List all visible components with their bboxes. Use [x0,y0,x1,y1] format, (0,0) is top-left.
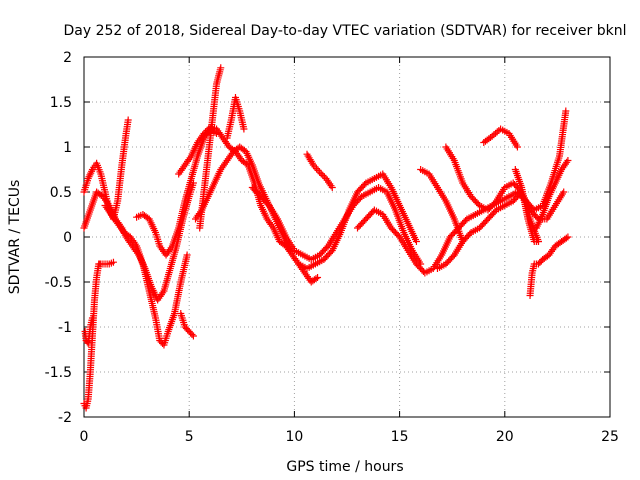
data-point [564,157,572,164]
data-point [316,168,324,176]
series-sat-m [303,150,336,191]
data-point [412,238,420,245]
data-point [513,143,521,151]
x-tick-label: 20 [496,429,514,445]
series-sat-g [177,310,197,340]
data-point [462,217,470,224]
data-point [564,233,572,241]
data-point [189,332,197,340]
data-point [88,314,96,322]
y-tick-label: -1 [58,320,72,336]
axis-ticks [83,56,611,418]
series-sat-r [480,125,521,151]
data-point [317,170,325,178]
y-tick-label: 0 [63,230,72,246]
data-point [183,251,191,259]
y-tick-label: 1 [63,140,72,156]
data-point [202,128,210,136]
series-sat-k [223,94,248,142]
x-axis-label: GPS time / hours [286,459,403,475]
data-point [109,258,117,266]
data-point [314,274,322,281]
y-tick-label: -0.5 [45,275,72,291]
x-tick-labels: 0 5 10 15 20 25 [80,429,619,445]
data-points [80,64,572,412]
data-point [314,166,322,174]
data-point [319,171,327,179]
series-sat-s [433,188,542,272]
data-point [562,234,570,242]
series-sat-v [532,157,572,232]
x-tick-label: 5 [185,429,194,445]
series-sat-t [511,166,542,245]
data-point [312,275,320,283]
data-point [124,116,132,124]
data-point [534,238,542,245]
y-tick-label: 2 [63,50,72,66]
data-point [491,208,499,215]
series-sat-e [101,202,191,349]
data-point [560,188,568,196]
series-sat-p [417,166,467,245]
data-point [83,338,91,346]
data-point [474,200,482,208]
data-point [466,230,474,238]
x-tick-label: 15 [391,429,409,445]
data-point [217,64,225,72]
y-tick-label: -1.5 [45,365,72,381]
chart-title: Day 252 of 2018, Sidereal Day-to-day VTE… [64,23,627,39]
y-axis-label: SDTVAR / TECUs [7,180,23,295]
x-tick-label: 10 [285,429,303,445]
series-sat-n [295,170,420,272]
x-tick-label: 0 [80,429,89,445]
data-point [188,331,196,338]
data-point [240,125,248,133]
y-tick-labels: -2 -1.5 -1 -0.5 0 0.5 1 1.5 2 [45,50,72,426]
data-point [203,126,211,134]
series-sat-d [81,314,96,347]
y-tick-label: 1.5 [50,95,72,111]
series-sat-o [354,107,570,277]
y-tick-label: 0.5 [50,185,72,201]
x-tick-label: 25 [601,429,619,445]
data-point [562,107,570,115]
data-point [200,130,208,137]
data-point [328,184,336,191]
y-tick-label: -2 [58,410,72,426]
data-point [361,181,369,188]
series-sat-u [526,233,572,299]
data-point [312,165,320,173]
